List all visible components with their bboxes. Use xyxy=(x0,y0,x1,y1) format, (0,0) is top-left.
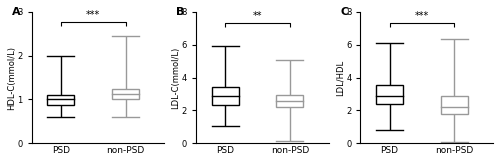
Bar xyxy=(212,87,239,105)
Y-axis label: LDL-C(mmol/L): LDL-C(mmol/L) xyxy=(172,46,180,109)
Y-axis label: LDL/HDL: LDL/HDL xyxy=(336,60,344,96)
Text: ***: *** xyxy=(415,11,429,21)
Bar xyxy=(112,89,139,99)
Bar xyxy=(48,95,74,105)
Text: C: C xyxy=(340,7,348,17)
Text: ***: *** xyxy=(86,10,101,20)
Text: B: B xyxy=(176,7,184,17)
Y-axis label: HDL-C(mmol/L): HDL-C(mmol/L) xyxy=(7,46,16,110)
Bar xyxy=(276,95,303,107)
Bar xyxy=(376,85,403,104)
Text: **: ** xyxy=(253,11,262,21)
Bar xyxy=(440,97,468,114)
Text: A: A xyxy=(12,7,20,17)
